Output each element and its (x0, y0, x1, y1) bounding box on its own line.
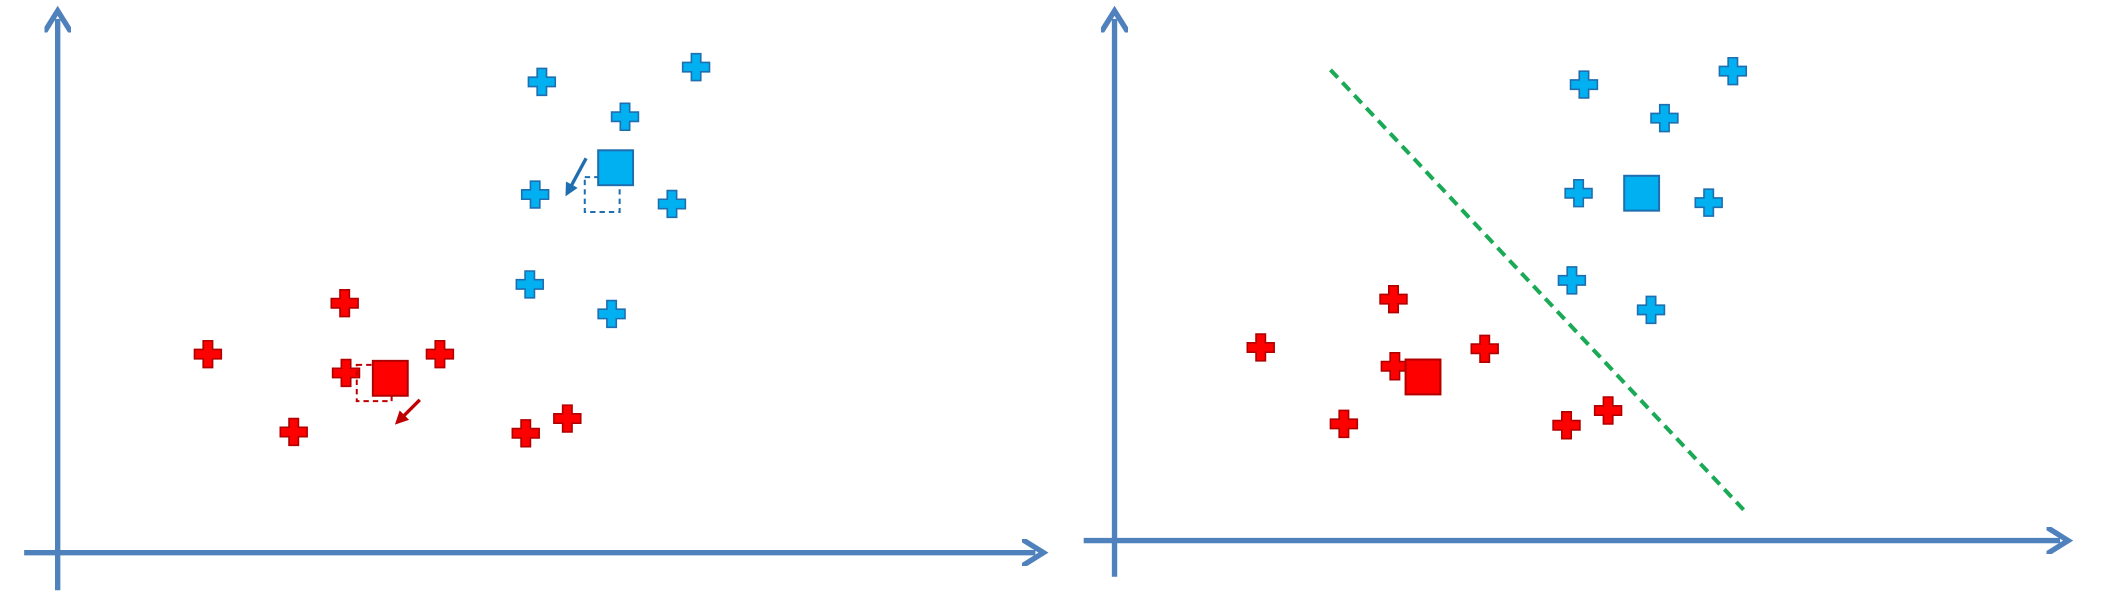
blue-point (1636, 295, 1666, 325)
red-point (193, 339, 223, 369)
blue-point (1569, 70, 1599, 99)
red-point (1552, 411, 1581, 440)
red-point (1470, 334, 1499, 364)
red-point (553, 404, 582, 433)
red-point (1246, 333, 1275, 362)
blue-point (1564, 178, 1593, 208)
decision-boundary (1329, 68, 1746, 512)
blue-point (681, 52, 711, 82)
red-point (425, 339, 455, 369)
red-point (1380, 352, 1410, 381)
red-move-arrow (394, 398, 421, 425)
left-panel (24, 19, 1035, 591)
red-point (1329, 409, 1359, 439)
red-point (331, 358, 361, 388)
blue-point (1694, 188, 1723, 217)
right-panel (1083, 19, 2060, 577)
old-red-centroid (355, 363, 393, 403)
blue-points (515, 52, 711, 329)
blue-point (597, 299, 626, 329)
red-point (1593, 396, 1623, 425)
red-point (511, 419, 540, 448)
blue-point (515, 270, 544, 299)
blue-centroid (1623, 174, 1661, 212)
blue-centroid (597, 149, 635, 187)
blue-point (610, 102, 640, 131)
blue-move-arrow (565, 157, 588, 197)
blue-point (1718, 56, 1748, 86)
red-centroid (371, 359, 409, 397)
blue-point (1557, 266, 1587, 295)
blue-point (657, 189, 687, 219)
old-blue-centroid (583, 176, 621, 213)
blue-point (520, 180, 550, 209)
blue-point (1650, 103, 1679, 133)
red-point (330, 288, 359, 318)
blue-point (527, 67, 557, 97)
red-centroid (1404, 358, 1442, 396)
red-point (1379, 284, 1408, 314)
red-point (279, 417, 308, 447)
